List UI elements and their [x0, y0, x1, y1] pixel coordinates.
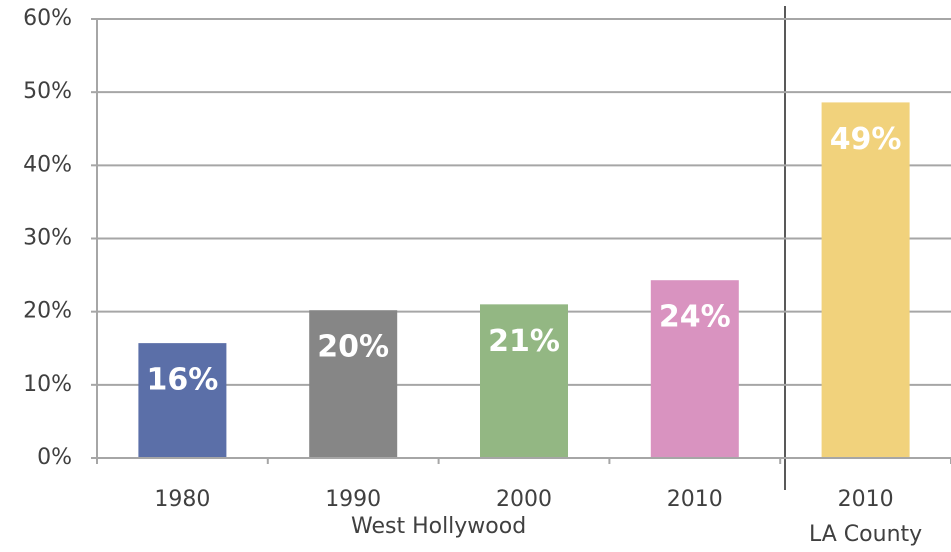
y-tick-label: 0% [37, 445, 72, 470]
y-tick-label: 30% [23, 226, 72, 251]
x-tick-label: 2010 [667, 487, 723, 512]
group-label: LA County [809, 522, 922, 547]
bar [821, 102, 910, 458]
value-label: 21% [488, 324, 560, 359]
y-tick-label: 60% [23, 6, 72, 31]
value-label: 24% [659, 300, 731, 335]
y-tick-label: 40% [23, 152, 72, 177]
x-tick-label: 1980 [154, 487, 210, 512]
bar [480, 304, 568, 458]
bar [650, 280, 739, 458]
bar [138, 343, 227, 458]
x-tick-label: 2000 [496, 487, 552, 512]
bar [309, 310, 398, 458]
group-label: West Hollywood [351, 514, 526, 539]
y-tick-label: 10% [23, 372, 72, 397]
value-label: 16% [146, 363, 218, 398]
value-label: 49% [830, 122, 902, 157]
x-tick-label: 2010 [838, 487, 894, 512]
y-tick-label: 50% [23, 79, 72, 104]
x-tick-label: 1990 [325, 487, 381, 512]
y-tick-label: 20% [23, 299, 72, 324]
value-label: 20% [317, 330, 389, 365]
